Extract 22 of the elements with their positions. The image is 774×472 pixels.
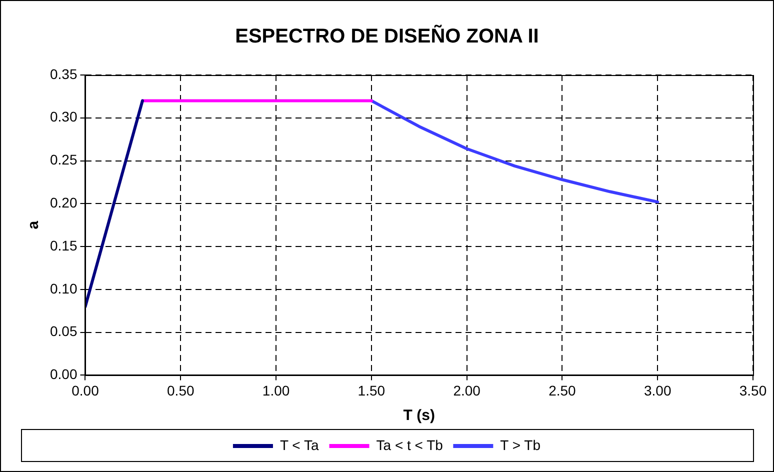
y-tick-label: 0.35 [50, 66, 78, 82]
x-tick-label: 3.00 [644, 382, 672, 398]
x-tick-label: 1.00 [262, 382, 290, 398]
y-tick-label: 0.05 [50, 323, 78, 340]
x-tick-label: 0.50 [167, 382, 194, 398]
x-tick-label: 3.50 [739, 382, 767, 398]
y-axis-title: a [25, 220, 42, 230]
y-tick-label: 0.25 [50, 152, 78, 168]
x-tick-label: 2.00 [453, 382, 481, 398]
legend-label: T < Ta [280, 436, 319, 453]
x-tick-label: 2.50 [548, 382, 576, 398]
x-tick-label: 0.00 [72, 382, 100, 398]
legend-label: T > Tb [500, 436, 541, 453]
y-tick-label: 0.10 [50, 280, 78, 296]
x-axis-title: T (s) [403, 407, 435, 424]
y-tick-label: 0.15 [50, 237, 78, 254]
y-tick-label: 0.20 [50, 194, 78, 211]
chart-title: ESPECTRO DE DISEÑO ZONA II [235, 24, 539, 48]
legend-label: Ta < t < Tb [376, 436, 444, 453]
y-tick-label: 0.30 [50, 108, 78, 125]
x-tick-label: 1.50 [358, 382, 386, 398]
y-tick-label: 0.00 [50, 366, 78, 382]
